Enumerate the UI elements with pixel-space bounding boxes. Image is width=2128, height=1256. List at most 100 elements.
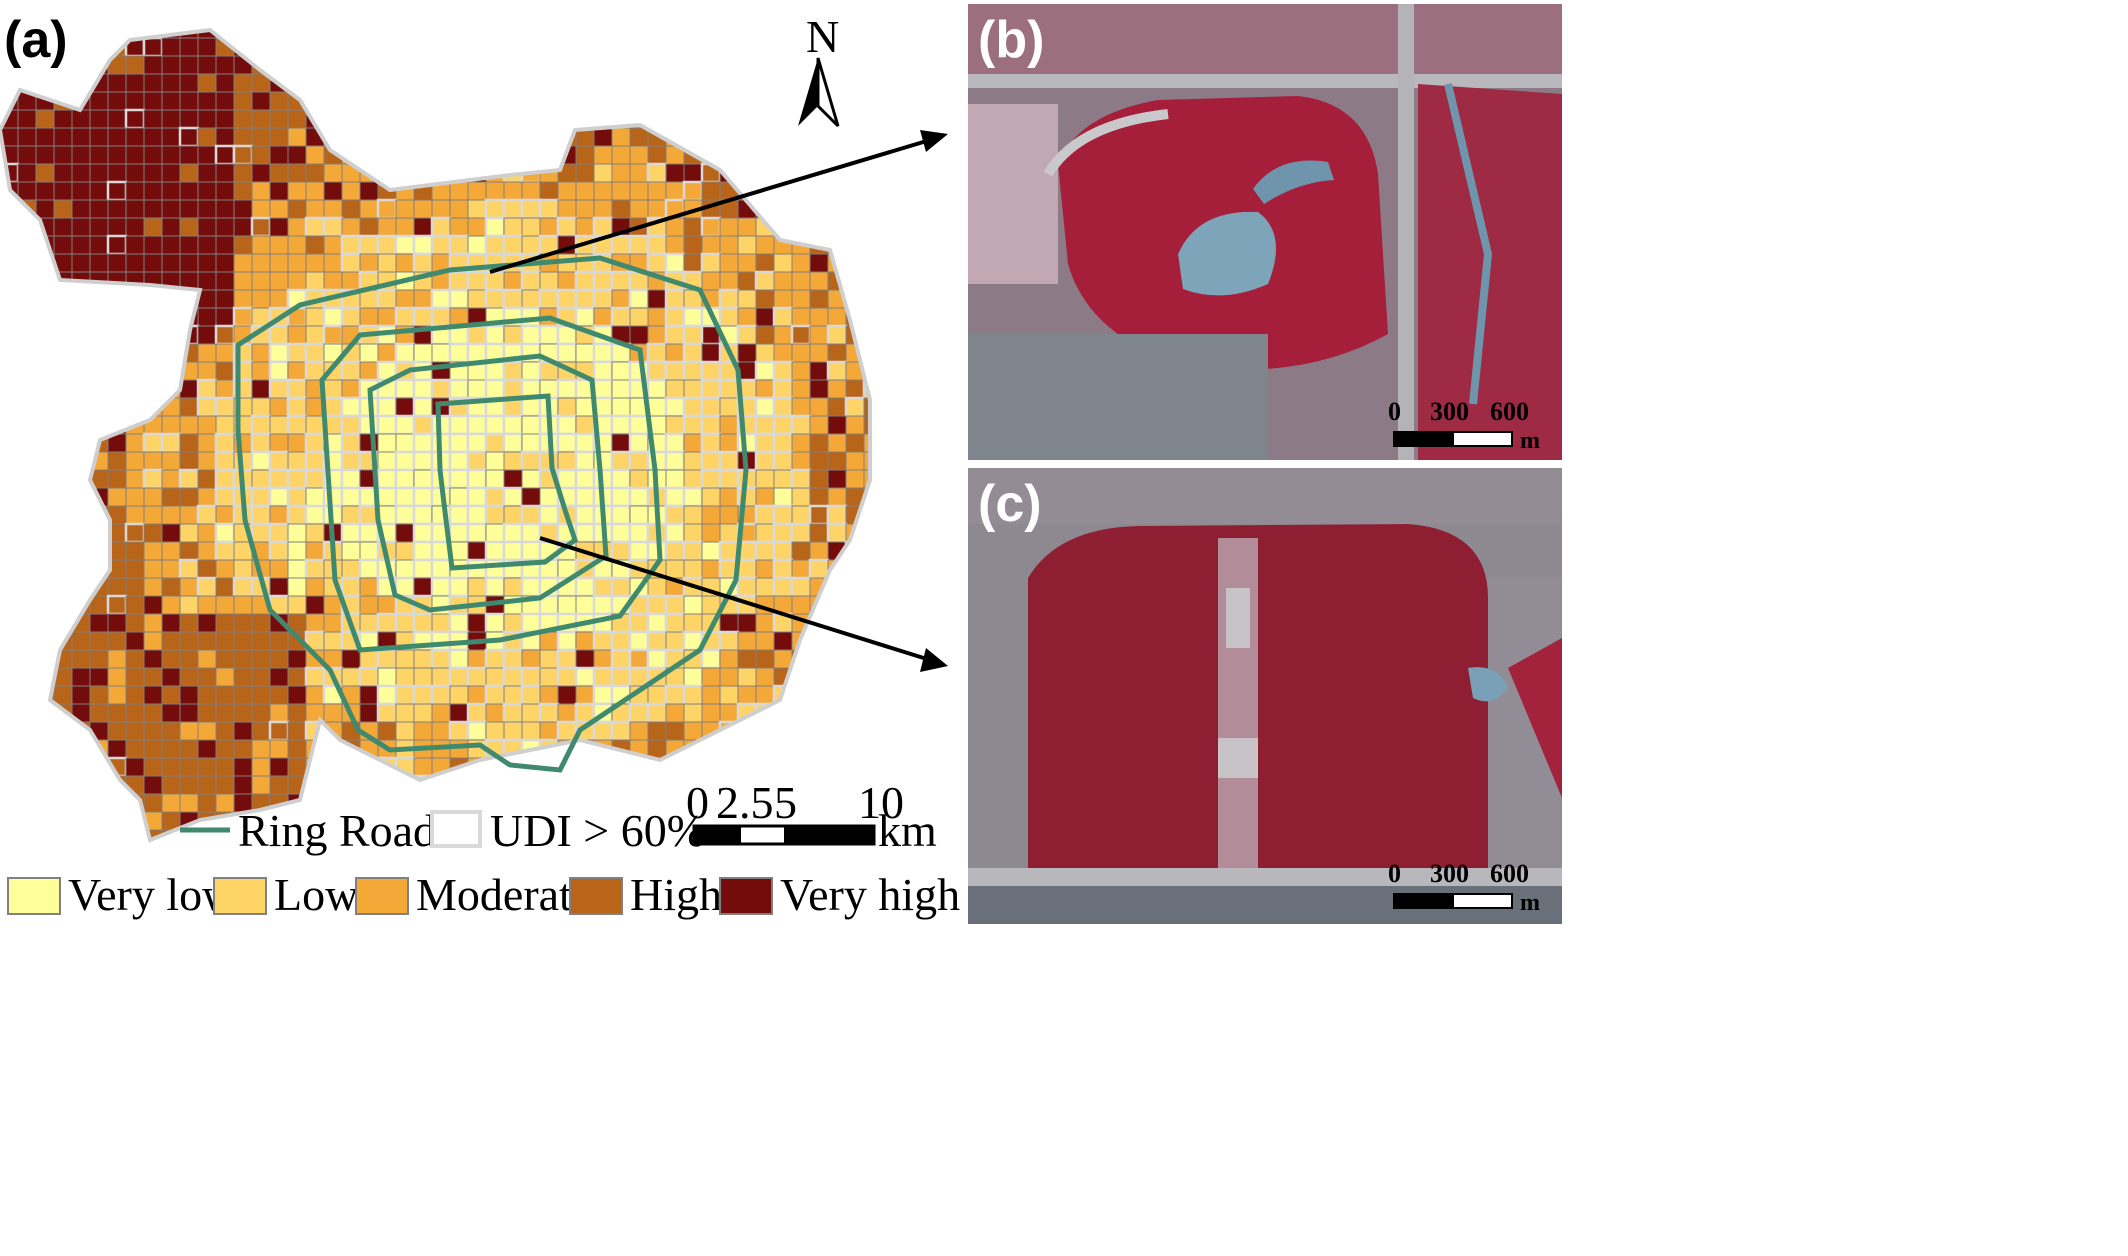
grid-cell [251, 685, 271, 705]
grid-cell [755, 757, 775, 777]
grid-cell [863, 289, 870, 309]
scale-unit: km [878, 805, 937, 856]
scale-bar-c: 0 300 600 m [1388, 859, 1540, 916]
grid-cell [143, 775, 163, 795]
grid-cell [341, 775, 361, 795]
grid-cell [359, 577, 379, 597]
grid-cell [125, 325, 145, 345]
grid-cell [215, 271, 235, 291]
grid-cell [108, 848, 126, 866]
grid-cell [89, 667, 109, 687]
grid-cell [539, 685, 559, 705]
grid-cell [701, 181, 721, 201]
grid-cell [413, 577, 433, 597]
grid-cell [197, 775, 217, 795]
grid-cell [466, 522, 488, 544]
grid-cell [107, 325, 127, 345]
grid-cell [755, 343, 775, 363]
grid-cell [449, 73, 469, 93]
grid-cell [664, 522, 686, 544]
grid-cell [395, 163, 415, 183]
grid-cell [574, 486, 596, 508]
grid-cell [377, 667, 397, 687]
grid-cell [772, 432, 794, 454]
grid-cell [539, 37, 559, 57]
grid-cell [197, 271, 217, 291]
grid-cell [719, 757, 739, 777]
grid-cell [143, 163, 163, 183]
grid-cell [646, 162, 668, 184]
grid-cell [791, 721, 811, 741]
grid-cell [215, 127, 235, 147]
grid-cell [35, 271, 55, 291]
grid-cell [161, 595, 181, 615]
grid-cell [395, 127, 415, 147]
grid-cell [0, 541, 19, 561]
grid-cell [53, 739, 73, 759]
grid-cell [647, 685, 667, 705]
grid-cell [503, 685, 523, 705]
grid-cell [755, 523, 775, 543]
grid-cell [341, 667, 361, 687]
grid-cell [755, 739, 775, 759]
grid-cell [593, 37, 613, 57]
grid-cell [286, 468, 308, 490]
grid-cell [107, 253, 127, 273]
grid-cell [646, 612, 668, 634]
grid-cell [340, 234, 362, 256]
grid-cell [844, 396, 866, 418]
grid-cell [179, 253, 199, 273]
grid-cell [449, 37, 469, 57]
grid-cell [448, 432, 470, 454]
scale-bar-km: 0 2.5 5 10 km [686, 777, 937, 856]
grid-cell [809, 289, 829, 309]
grid-cell [484, 324, 506, 346]
grid-cell [845, 91, 865, 111]
grid-cell [755, 109, 775, 129]
grid-cell [755, 127, 775, 147]
grid-cell [665, 559, 685, 579]
grid-cell [430, 378, 452, 400]
grid-cell [125, 397, 145, 417]
grid-cell [305, 541, 325, 561]
grid-cell [503, 451, 523, 471]
legend-udi-label: UDI > 60% [490, 805, 705, 856]
grid-cell [664, 774, 686, 796]
grid-cell [197, 559, 217, 579]
grid-cell [53, 793, 73, 813]
grid-cell [34, 558, 56, 580]
grid-cell [251, 163, 271, 183]
grid-cell [341, 37, 361, 57]
grid-cell [197, 523, 217, 543]
grid-cell [305, 145, 325, 165]
grid-cell [161, 199, 181, 219]
scale-c-unit: m [1520, 890, 1540, 916]
grid-cell [737, 235, 757, 255]
grid-cell [323, 37, 343, 57]
grid-cell [718, 540, 740, 562]
scale-b-tick-300: 300 [1430, 397, 1469, 426]
grid-cell [323, 73, 343, 93]
grid-cell [107, 667, 127, 687]
grid-cell [773, 199, 793, 219]
grid-cell [827, 469, 847, 489]
grid-cell [611, 379, 631, 399]
grid-cell [466, 720, 488, 742]
grid-cell [701, 343, 721, 363]
inset-c-image: 0 300 600 m (c) [968, 468, 1562, 924]
grid-cell [809, 181, 829, 201]
grid-cell [737, 55, 757, 75]
grid-cell [269, 757, 289, 777]
grid-cell [376, 144, 398, 166]
grid-cell [233, 685, 253, 705]
grid-cell [376, 612, 398, 634]
grid-cell [646, 630, 668, 652]
grid-cell [287, 559, 307, 579]
grid-cell [413, 721, 433, 741]
grid-cell [575, 685, 595, 705]
grid-cell [215, 163, 235, 183]
grid-cell [53, 775, 73, 795]
grid-cell [197, 343, 217, 363]
grid-cell [251, 343, 271, 363]
grid-cell [376, 486, 398, 508]
